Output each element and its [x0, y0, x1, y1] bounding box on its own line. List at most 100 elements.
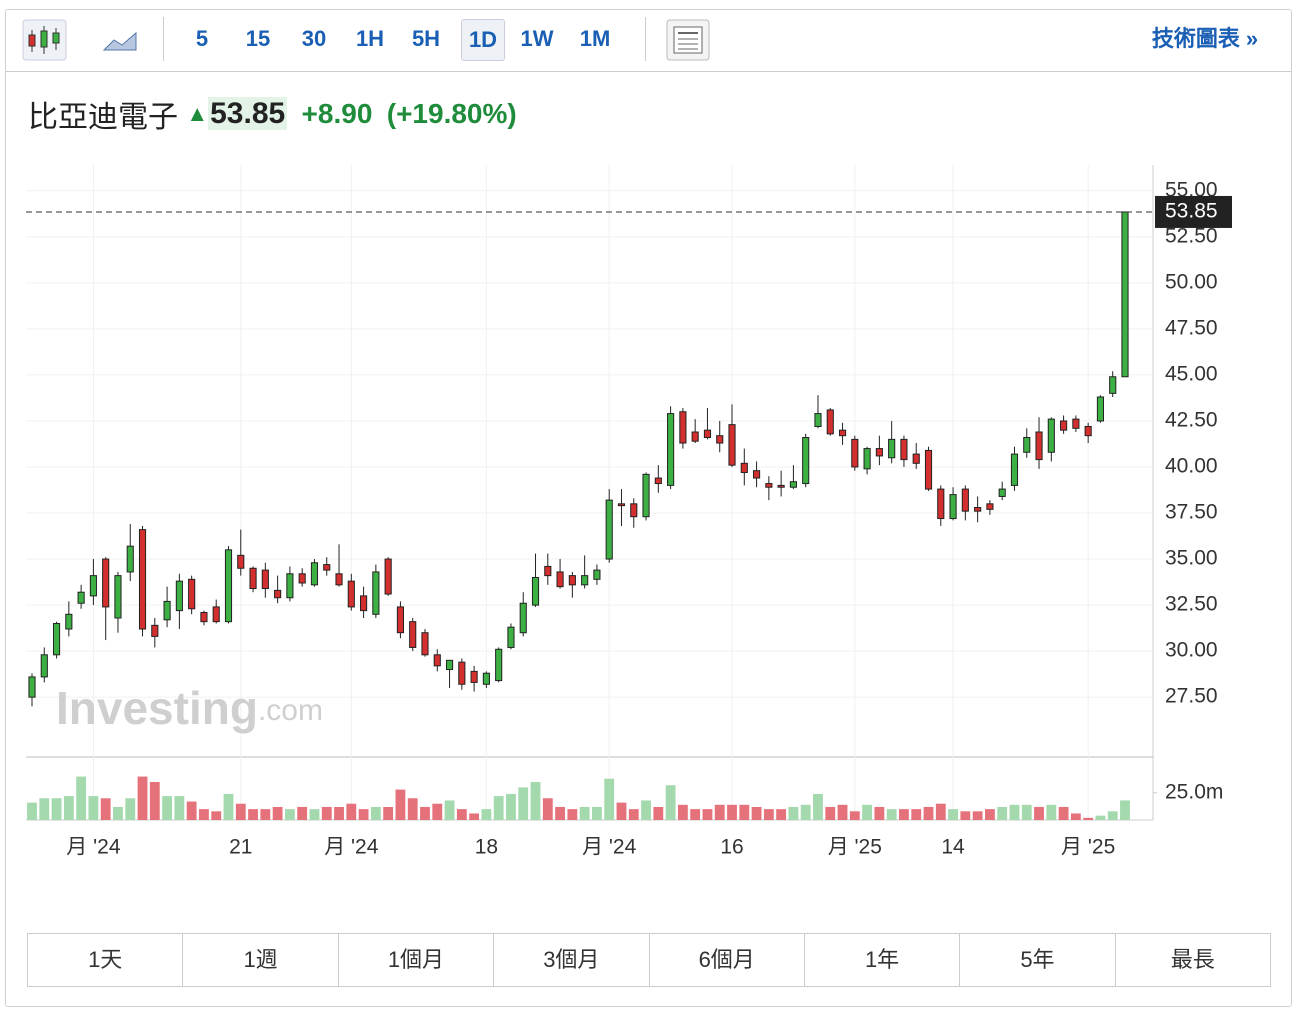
candle-body	[1035, 431, 1043, 461]
volume-bar	[1083, 817, 1094, 820]
candle-body	[114, 575, 122, 619]
candle-body	[261, 569, 269, 590]
volume-bar	[935, 803, 946, 820]
volume-bar	[1034, 806, 1044, 820]
candle-body	[310, 562, 319, 586]
volume-bar	[346, 803, 357, 820]
period-button[interactable]: 3個月	[494, 934, 650, 986]
technical-chart-link[interactable]: 技術圖表 »	[1151, 26, 1259, 51]
candle-body	[986, 503, 994, 510]
interval-button[interactable]: 1W	[520, 26, 554, 51]
table-icon[interactable]	[666, 19, 710, 61]
candle-body	[900, 438, 908, 461]
candle-body	[642, 473, 650, 518]
interval-button[interactable]: 1M	[579, 26, 611, 51]
volume-bar	[63, 796, 74, 820]
candle-body	[851, 438, 859, 468]
candle-body	[495, 648, 503, 682]
volume-bar	[911, 809, 922, 820]
volume-bar	[972, 811, 983, 820]
volume-bar	[616, 802, 627, 820]
candle-body	[249, 567, 257, 590]
candle-icon[interactable]	[22, 19, 67, 61]
interval-button[interactable]: 5	[195, 26, 209, 51]
volume-bar	[849, 811, 860, 820]
y-tick-label: 42.50	[1165, 408, 1218, 431]
change-pct: (+19.80%)	[386, 98, 517, 129]
period-button[interactable]: 1天	[28, 934, 184, 986]
volume-bar	[886, 809, 897, 820]
period-button[interactable]: 5年	[960, 934, 1116, 986]
x-tick-label: 21	[229, 836, 252, 859]
interval-button[interactable]: 1H	[355, 26, 385, 51]
period-button[interactable]: 1週	[183, 934, 339, 986]
candle-body	[912, 453, 920, 464]
candle-body	[1023, 437, 1031, 453]
candle-body	[286, 573, 294, 599]
volume-bar	[407, 798, 418, 820]
period-button[interactable]: 1個月	[339, 934, 495, 986]
volume-bar	[604, 778, 615, 820]
volume-bar	[444, 800, 455, 820]
period-button[interactable]: 6個月	[650, 934, 805, 986]
period-button[interactable]: 最長	[1170, 947, 1215, 972]
x-tick-label: 16	[720, 836, 743, 859]
period-button[interactable]: 1年	[805, 934, 961, 986]
candle-body	[1096, 396, 1105, 422]
candle-body	[703, 429, 712, 439]
candle-body	[556, 571, 564, 588]
x-tick-label: 月 '25	[1061, 836, 1115, 859]
candle-body	[617, 503, 626, 507]
volume-bar	[174, 796, 185, 820]
candle-body	[274, 589, 282, 599]
volume-bar	[1095, 815, 1106, 820]
volume-bar	[211, 811, 222, 820]
volume-bar	[260, 809, 271, 820]
volume-bar	[628, 809, 639, 820]
candle-body	[163, 600, 171, 621]
interval-button[interactable]: 5H	[411, 26, 441, 51]
volume-bar	[321, 806, 332, 820]
interval-button[interactable]: 1D	[461, 19, 505, 61]
candle-body	[888, 438, 896, 459]
candle-body	[777, 484, 785, 488]
volume-bar	[592, 806, 602, 820]
volume-bar	[567, 809, 578, 820]
candle-body	[519, 602, 527, 634]
volume-bar	[27, 802, 37, 820]
volume-bar	[395, 789, 406, 820]
volume-bar	[653, 806, 664, 820]
area-icon[interactable]	[102, 31, 137, 51]
volume-bar	[186, 801, 197, 820]
volume-bar	[665, 785, 676, 820]
volume-bar	[235, 803, 246, 820]
volume-bar	[518, 787, 529, 820]
candle-body	[224, 549, 233, 623]
volume-bar	[997, 806, 1008, 820]
candle-body	[728, 424, 736, 466]
watermark-brand: Investing	[56, 682, 258, 734]
separator	[163, 17, 164, 61]
volume-bar	[1070, 813, 1081, 820]
interval-button[interactable]: 30	[301, 26, 327, 51]
volume-bar	[149, 781, 160, 820]
candle-body	[1109, 376, 1117, 394]
y-tick-label: 27.50	[1165, 685, 1218, 708]
candle-body	[1072, 418, 1080, 429]
interval-button[interactable]: 15	[245, 26, 271, 51]
candle-body	[765, 483, 773, 488]
y-tick-label: 30.00	[1165, 639, 1218, 662]
candle-body	[1060, 420, 1068, 431]
last-price-box	[1155, 195, 1232, 228]
candle-body	[77, 591, 85, 604]
watermark: Investing.com	[56, 682, 323, 734]
candle-body	[360, 595, 368, 612]
volume-bar	[677, 804, 688, 820]
volume-bar	[506, 793, 516, 820]
volume-bar	[702, 809, 713, 820]
candle-body	[40, 654, 48, 678]
volume-bar	[714, 804, 725, 820]
x-tick-label: 月 '24	[66, 836, 121, 859]
volume-bar	[923, 806, 934, 820]
y-tick-label: 45.00	[1165, 362, 1218, 385]
